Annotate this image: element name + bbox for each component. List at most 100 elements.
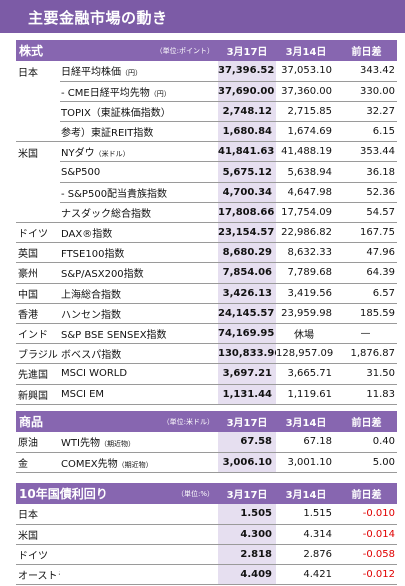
index-note: （期近物） bbox=[99, 440, 135, 449]
index-name: S&P/ASX200指数 bbox=[61, 269, 144, 281]
region-cell: 先進国 bbox=[16, 363, 60, 385]
commodities-section-label: 商品 bbox=[16, 411, 60, 432]
value-change: 64.39 bbox=[336, 262, 397, 284]
region-cell: オーストラリア bbox=[16, 564, 60, 586]
index-note: （円） bbox=[121, 69, 142, 78]
index-name: - CME日経平均先物 bbox=[61, 87, 150, 99]
value-current: 7,854.06 bbox=[218, 262, 276, 284]
index-name: COMEX先物 bbox=[61, 458, 118, 470]
index-name: FTSE100指数 bbox=[61, 249, 125, 261]
table-row: 英国 FTSE100指数 8,680.29 8,632.33 47.96 bbox=[16, 242, 397, 264]
region-cell: 原油 bbox=[16, 432, 60, 453]
value-previous: 4,647.98 bbox=[276, 182, 336, 203]
commodities-col2-header: 3月14日 bbox=[276, 411, 336, 432]
value-current: 3,006.10 bbox=[218, 452, 276, 473]
value-change: 31.50 bbox=[336, 363, 397, 385]
table-row: ナスダック総合指数 17,808.66 17,754.09 54.57 bbox=[16, 202, 397, 224]
region-cell: 米国 bbox=[18, 148, 38, 160]
region-cell bbox=[16, 202, 60, 224]
index-name-cell: COMEX先物（期近物） bbox=[60, 452, 218, 473]
value-change: 54.57 bbox=[336, 202, 397, 224]
value-previous: 4.314 bbox=[276, 524, 336, 545]
stocks-section-label: 株式 bbox=[16, 40, 60, 61]
index-name: 日経平均株価 bbox=[61, 67, 121, 79]
value-previous: 1.515 bbox=[276, 504, 336, 525]
table-row: - S&P500配当貴族指数 4,700.34 4,647.98 52.36 bbox=[16, 182, 397, 203]
index-name-cell: ナスダック総合指数 bbox=[60, 202, 218, 224]
value-current: 8,680.29 bbox=[218, 242, 276, 264]
value-change: -0.014 bbox=[336, 524, 397, 545]
region-cell bbox=[16, 121, 60, 143]
index-name: ボベスパ指数 bbox=[61, 350, 122, 362]
index-name-cell bbox=[60, 504, 218, 525]
value-current: 23,154.57 bbox=[218, 222, 276, 244]
value-current: 130,833.96 bbox=[218, 343, 276, 365]
region-cell: 中国 bbox=[16, 283, 60, 304]
value-previous: 5,638.94 bbox=[276, 161, 336, 183]
value-change: -0.058 bbox=[336, 544, 397, 566]
index-name: ハンセン指数 bbox=[61, 309, 121, 321]
value-previous: 2.876 bbox=[276, 544, 336, 566]
index-name: NYダウ bbox=[61, 148, 95, 160]
value-current: 4.409 bbox=[218, 564, 276, 586]
index-name-cell: 日経平均株価（円） bbox=[60, 61, 218, 82]
value-change: 6.15 bbox=[336, 121, 397, 143]
bonds-table: 10年国債利回り （単位:%） 3月17日 3月14日 前日差 日本1.5051… bbox=[16, 483, 397, 586]
value-change: -0.010 bbox=[336, 504, 397, 525]
index-name: WTI先物 bbox=[61, 438, 100, 450]
region-cell bbox=[16, 101, 60, 121]
region-cell: 米国 bbox=[16, 524, 60, 545]
value-previous: 1,119.61 bbox=[276, 384, 336, 405]
value-change: 36.18 bbox=[336, 161, 397, 183]
value-change: 5.00 bbox=[336, 452, 397, 473]
index-name: 参考）東証REIT指数 bbox=[61, 128, 154, 140]
value-change: — bbox=[336, 323, 397, 345]
value-change: 0.40 bbox=[336, 432, 397, 453]
value-current: 1,680.84 bbox=[218, 121, 276, 143]
value-previous: 22,986.82 bbox=[276, 222, 336, 244]
value-current: 37,396.52 bbox=[218, 61, 276, 82]
table-row: 米国 NYダウ（米ドル） 41,841.63 41,488.19 353.44 bbox=[16, 141, 397, 163]
index-name-cell: FTSE100指数 bbox=[60, 242, 218, 264]
value-change: 32.27 bbox=[336, 101, 397, 123]
index-name-cell: MSCI WORLD bbox=[60, 363, 218, 385]
value-change: 185.59 bbox=[336, 303, 397, 324]
region-cell: 香港 bbox=[16, 303, 60, 324]
region-cell: 日本 bbox=[18, 67, 38, 79]
stocks-col1-header: 3月17日 bbox=[218, 40, 276, 61]
region-cell bbox=[16, 81, 60, 101]
commodities-header-row: 商品 （単位:米ドル） 3月17日 3月14日 前日差 bbox=[16, 411, 397, 432]
stocks-unit: （単位:ポイント） bbox=[60, 40, 218, 61]
index-name-cell: 参考）東証REIT指数 bbox=[60, 121, 218, 143]
value-current: 3,697.21 bbox=[218, 363, 276, 385]
commodities-col1-header: 3月17日 bbox=[218, 411, 276, 432]
index-name-cell: TOPIX（東証株価指数） bbox=[60, 101, 218, 123]
value-change: 167.75 bbox=[336, 222, 397, 244]
value-current: 1.505 bbox=[218, 504, 276, 525]
value-previous: 41,488.19 bbox=[276, 141, 336, 163]
value-change: 353.44 bbox=[336, 141, 397, 163]
index-name: DAX®指数 bbox=[61, 229, 113, 241]
table-row: 米国 4.300 4.314 -0.014 bbox=[16, 524, 397, 545]
table-row: S&P500 5,675.12 5,638.94 36.18 bbox=[16, 161, 397, 183]
index-note: （米ドル） bbox=[94, 150, 130, 159]
index-name: MSCI WORLD bbox=[61, 368, 128, 380]
region-cell: 日本 bbox=[16, 504, 60, 525]
value-current: 17,808.66 bbox=[218, 202, 276, 224]
bonds-col1-header: 3月17日 bbox=[218, 483, 276, 504]
value-change: 330.00 bbox=[336, 81, 397, 102]
value-change: 47.96 bbox=[336, 242, 397, 264]
page-title: 主要金融市場の動き bbox=[0, 0, 405, 33]
region-cell: 英国 bbox=[16, 242, 60, 264]
table-row: 新興国 MSCI EM 1,131.44 1,119.61 11.83 bbox=[16, 384, 397, 405]
value-current: 4,700.34 bbox=[218, 182, 276, 203]
value-change: -0.012 bbox=[336, 564, 397, 586]
value-current: 37,690.00 bbox=[218, 81, 276, 102]
index-name-cell: - CME日経平均先物（円） bbox=[60, 81, 218, 102]
table-row: TOPIX（東証株価指数） 2,748.12 2,715.85 32.27 bbox=[16, 101, 397, 123]
index-name-cell: 上海総合指数 bbox=[60, 283, 218, 304]
commodities-table: 商品 （単位:米ドル） 3月17日 3月14日 前日差 原油 WTI先物（期近物）… bbox=[16, 411, 397, 473]
value-previous: 8,632.33 bbox=[276, 242, 336, 264]
